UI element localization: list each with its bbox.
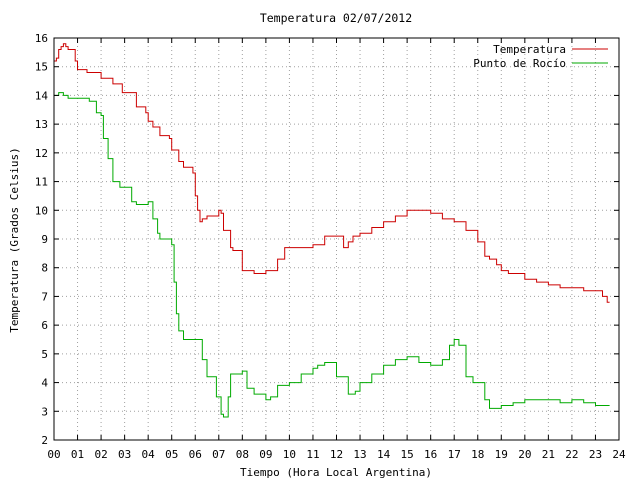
y-tick-label: 11: [35, 176, 48, 189]
legend-label: Temperatura: [493, 43, 566, 56]
y-tick-label: 15: [35, 61, 48, 74]
x-tick-label: 18: [471, 448, 484, 461]
series-layer: [54, 43, 610, 418]
x-tick-label: 03: [118, 448, 131, 461]
x-tick-label: 20: [518, 448, 531, 461]
x-tick-label: 09: [259, 448, 272, 461]
x-axis-label: Tiempo (Hora Local Argentina): [240, 466, 432, 479]
x-tick-label: 21: [542, 448, 555, 461]
y-tick-label: 6: [41, 319, 48, 332]
x-tick-label: 01: [71, 448, 84, 461]
y-tick-label: 4: [41, 377, 48, 390]
x-tick-label: 16: [424, 448, 437, 461]
x-tick-label: 14: [377, 448, 391, 461]
x-tick-label: 13: [353, 448, 366, 461]
x-tick-label: 10: [283, 448, 296, 461]
x-tick-label: 07: [212, 448, 225, 461]
x-tick-label: 17: [448, 448, 461, 461]
legend-label: Punto de Rocío: [473, 57, 566, 70]
y-tick-label: 8: [41, 262, 48, 275]
y-tick-label: 12: [35, 147, 48, 160]
y-axis-label: Temperatura (Grados Celsius): [8, 147, 21, 332]
chart-title: Temperatura 02/07/2012: [260, 11, 412, 25]
x-tick-label: 19: [495, 448, 508, 461]
x-tick-label: 00: [47, 448, 60, 461]
y-tick-label: 14: [35, 89, 49, 102]
x-tick-label: 08: [236, 448, 249, 461]
series-line-temperatura: [54, 43, 610, 303]
y-tick-label: 2: [41, 434, 48, 447]
series-line-punto-de-rocio: [54, 92, 610, 418]
x-tick-label: 24: [612, 448, 626, 461]
x-tick-label: 06: [189, 448, 202, 461]
x-tick-label: 15: [401, 448, 414, 461]
x-tick-label: 23: [589, 448, 602, 461]
x-tick-label: 11: [306, 448, 319, 461]
tick-layer: 00 01 02 03 04 05 06 07 08 09 10 11 12 13 14 15 16 17 18 19…: [35, 32, 626, 461]
x-tick-label: 05: [165, 448, 178, 461]
x-tick-label: 04: [142, 448, 156, 461]
x-tick-label: 02: [94, 448, 107, 461]
y-tick-label: 13: [35, 118, 48, 131]
y-tick-label: 16: [35, 32, 48, 45]
y-tick-label: 3: [41, 405, 48, 418]
y-tick-label: 7: [41, 290, 48, 303]
y-tick-label: 9: [41, 233, 48, 246]
x-tick-label: 22: [565, 448, 578, 461]
y-tick-label: 5: [41, 348, 48, 361]
x-tick-label: 12: [330, 448, 343, 461]
y-tick-label: 10: [35, 204, 48, 217]
